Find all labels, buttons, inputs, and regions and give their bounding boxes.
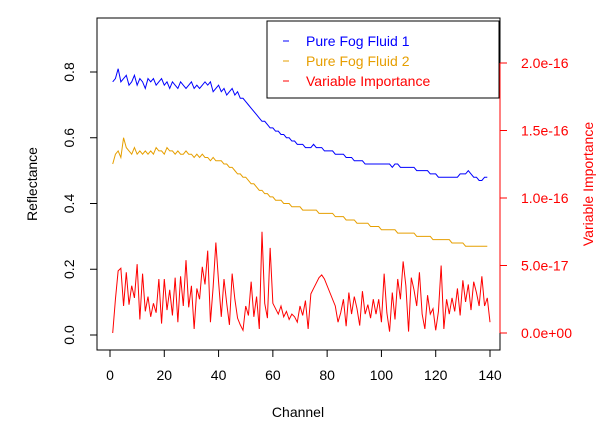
y-axis-left: 0.0 0.2 0.4 0.6 0.8 xyxy=(61,62,98,345)
legend-label-1: Pure Fog Fluid 1 xyxy=(306,33,410,49)
x-tick-label: 0 xyxy=(106,367,114,383)
x-tick-label: 60 xyxy=(265,367,281,383)
y-tick-label-right: 5.0e-17 xyxy=(521,258,569,274)
legend-box xyxy=(266,20,500,99)
x-tick-label: 20 xyxy=(156,367,172,383)
y-tick-label-right: 2.0e-16 xyxy=(521,55,569,71)
series-line-2 xyxy=(112,137,488,247)
legend-label-2: Pure Fog Fluid 2 xyxy=(306,53,410,69)
y-axis-right: 0.0e+00 5.0e-17 1.0e-16 1.5e-16 2.0e-16 xyxy=(499,55,572,341)
x-tick-label: 140 xyxy=(478,367,502,383)
series-line-3 xyxy=(112,231,491,334)
y-tick-label-right: 0.0e+00 xyxy=(521,325,572,341)
x-axis: 0 20 40 60 80 100 120 140 xyxy=(106,349,502,383)
y-axis-label-right: Variable Importance xyxy=(580,122,596,246)
y-tick-label-left: 0.8 xyxy=(61,62,77,82)
x-tick-label: 100 xyxy=(370,367,394,383)
x-tick-label: 40 xyxy=(211,367,227,383)
y-tick-label-left: 0.4 xyxy=(61,194,77,214)
series-layer xyxy=(112,68,491,334)
y-axis-label-left: Reflectance xyxy=(24,147,40,221)
y-tick-label-left: 0.6 xyxy=(61,128,77,148)
y-tick-label-left: 0.0 xyxy=(61,325,77,345)
x-axis-label: Channel xyxy=(272,404,324,420)
series-line-1 xyxy=(112,68,488,181)
x-tick-label: 80 xyxy=(319,367,335,383)
y-tick-label-right: 1.0e-16 xyxy=(521,190,569,206)
x-tick-label: 120 xyxy=(424,367,448,383)
y-tick-label-left: 0.2 xyxy=(61,259,77,279)
legend-label-3: Variable Importance xyxy=(306,73,430,89)
y-tick-label-right: 1.5e-16 xyxy=(521,123,569,139)
legend: Pure Fog Fluid 1 Pure Fog Fluid 2 Variable… xyxy=(266,20,500,99)
